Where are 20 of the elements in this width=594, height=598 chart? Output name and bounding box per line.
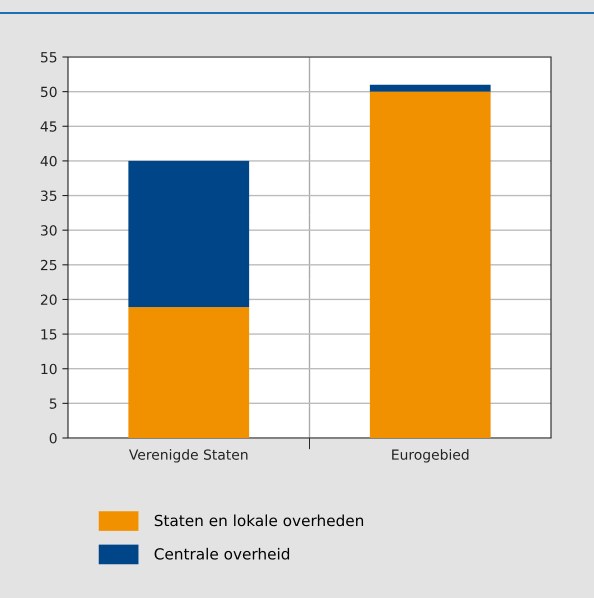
- y-tick-label: 25: [40, 260, 56, 270]
- x-tick-label: Verenigde Staten: [128, 449, 248, 463]
- y-tick-label: 30: [40, 225, 57, 236]
- x-tick-label: Eurogebied: [392, 449, 468, 463]
- y-tick-label: 5: [50, 398, 56, 409]
- y-tick-label: 15: [41, 329, 56, 340]
- y-tick-label: 45: [40, 121, 56, 132]
- bar: [128, 160, 250, 308]
- bar: [370, 92, 491, 438]
- y-tick-label: 35: [40, 190, 56, 202]
- y-tick-label: 10: [41, 364, 57, 374]
- y-tick-label: 50: [40, 86, 57, 98]
- legend-label: Centrale overheid: [154, 548, 290, 560]
- y-tick-label: 0: [50, 432, 57, 444]
- bar: [370, 84, 491, 92]
- y-tick-label: 20: [40, 294, 57, 305]
- y-tick-label: 55: [40, 52, 56, 62]
- bar: [128, 307, 250, 438]
- y-tick-label: 40: [40, 156, 57, 166]
- legend-label: Staten en lokale overheden: [154, 514, 364, 526]
